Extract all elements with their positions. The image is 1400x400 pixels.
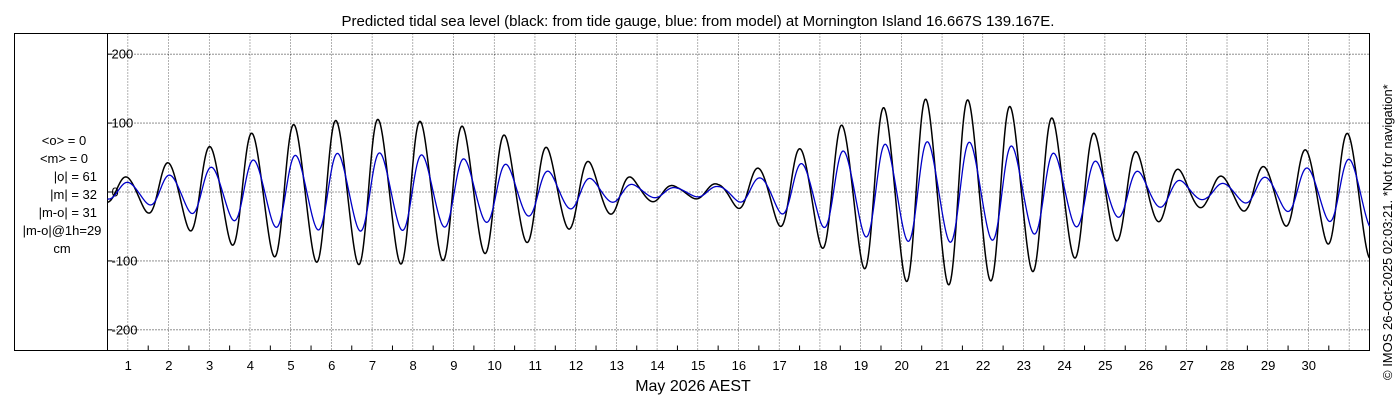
x-tick-label: 12	[569, 358, 583, 373]
x-axis: 1 2 3 4 5 6 7 8 9 10 11 12 13 14 15 16 17 18 19 20 21 22 23 24 2…	[125, 345, 1330, 373]
x-tick-label: 23	[1017, 358, 1031, 373]
outer-frame	[14, 33, 1370, 351]
stat-abs-model: |m| = 32	[50, 187, 97, 202]
x-tick-label: 11	[529, 358, 543, 373]
stat-abs-observed: |o| = 61	[54, 169, 97, 184]
y-tick-label: 200	[112, 47, 134, 62]
x-tick-label: 30	[1302, 358, 1316, 373]
x-tick-label: 1	[125, 358, 132, 373]
x-tick-label: 13	[609, 358, 623, 373]
x-tick-label: 28	[1220, 358, 1234, 373]
x-tick-label: 29	[1261, 358, 1275, 373]
x-tick-label: 19	[854, 358, 868, 373]
x-tick-label: 9	[450, 358, 457, 373]
series-lines	[107, 98, 1371, 286]
x-tick-label: 17	[772, 358, 786, 373]
y-tick-label: -200	[112, 322, 138, 337]
x-tick-label: 22	[976, 358, 990, 373]
x-tick-label: 5	[287, 358, 294, 373]
x-tick-label: 3	[206, 358, 213, 373]
y-tick-label: 100	[112, 116, 134, 131]
stat-abs-diff: |m-o| = 31	[39, 205, 97, 220]
series-model	[107, 141, 1371, 243]
x-tick-label: 4	[247, 358, 254, 373]
stat-units: cm	[53, 241, 70, 256]
x-tick-label: 16	[732, 358, 746, 373]
x-tick-label: 2	[165, 358, 172, 373]
stat-mean-observed: <o> = 0	[42, 133, 86, 148]
x-tick-label: 8	[410, 358, 417, 373]
x-tick-label: 26	[1139, 358, 1153, 373]
x-tick-label: 27	[1179, 358, 1193, 373]
x-axis-label: May 2026 AEST	[635, 378, 751, 395]
chart-title: Predicted tidal sea level (black: from t…	[342, 13, 1055, 30]
stats-block: <o> = 0 <m> = 0 |o| = 61 |m| = 32 |m-o| …	[23, 133, 102, 256]
x-tick-label: 20	[894, 358, 908, 373]
x-tick-label: 14	[650, 358, 664, 373]
stat-abs-diff-1h: |m-o|@1h=29	[23, 223, 102, 238]
x-tick-label: 10	[487, 358, 501, 373]
series-tide-gauge	[107, 98, 1371, 286]
x-tick-label: 21	[935, 358, 949, 373]
x-tick-label: 25	[1098, 358, 1112, 373]
y-tick-label: -100	[112, 253, 138, 268]
x-tick-label: 18	[813, 358, 827, 373]
grid-lines	[107, 33, 1370, 351]
x-tick-label: 6	[328, 358, 335, 373]
x-tick-label: 24	[1057, 358, 1071, 373]
x-tick-label: 7	[369, 358, 376, 373]
stat-mean-model: <m> = 0	[40, 151, 88, 166]
x-tick-label: 15	[691, 358, 705, 373]
copyright-notice: © IMOS 26-Oct-2025 02:03:21. *Not for na…	[1380, 84, 1395, 380]
